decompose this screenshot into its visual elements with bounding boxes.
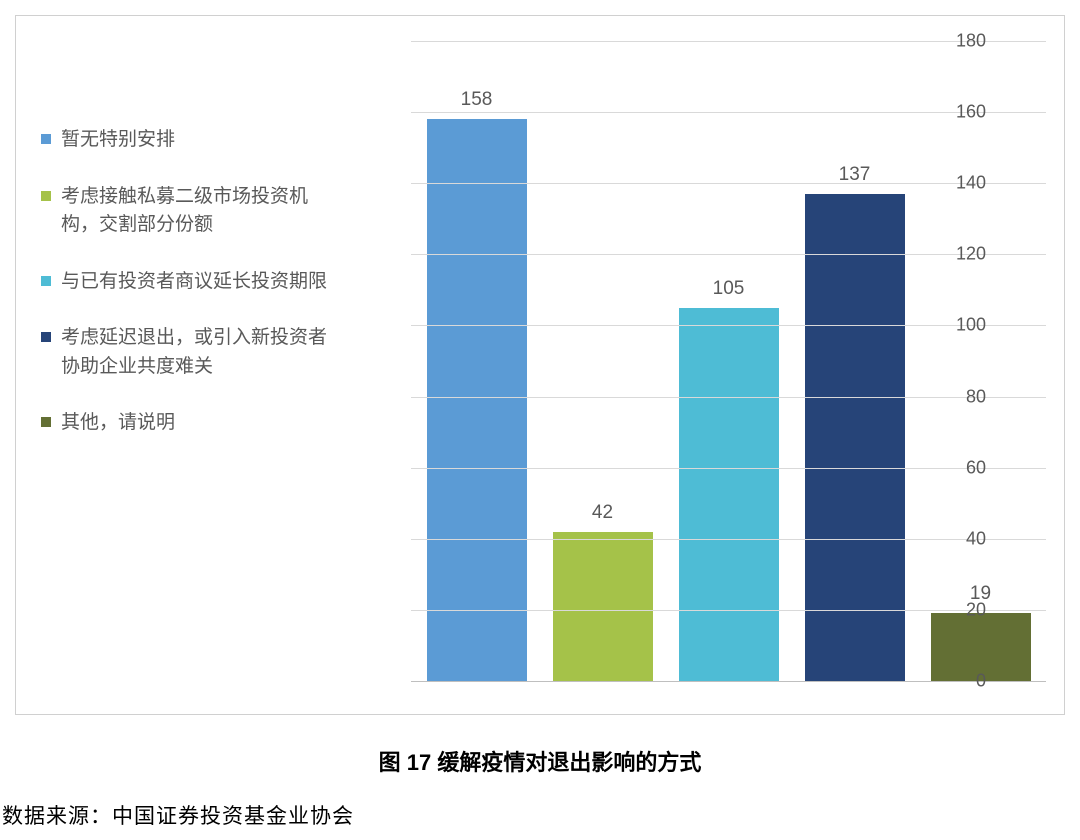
legend: 暂无特别安排考虑接触私募二级市场投资机构，交割部分份额与已有投资者商议延长投资期… <box>41 126 341 466</box>
legend-label: 考虑延迟退出，或引入新投资者协助企业共度难关 <box>61 324 341 381</box>
bar-rect <box>805 194 905 681</box>
plot-area: 1584210513719 020406080100120140160180 <box>411 41 1046 681</box>
bar-rect <box>427 119 527 681</box>
y-tick-label: 20 <box>936 599 986 620</box>
y-tick-label: 180 <box>936 31 986 52</box>
legend-item: 与已有投资者商议延长投资期限 <box>41 268 341 297</box>
legend-label: 与已有投资者商议延长投资期限 <box>61 268 341 297</box>
chart-container: 暂无特别安排考虑接触私募二级市场投资机构，交割部分份额与已有投资者商议延长投资期… <box>15 15 1065 715</box>
y-tick-label: 0 <box>936 671 986 692</box>
y-tick-label: 80 <box>936 386 986 407</box>
bar: 158 <box>427 119 527 681</box>
legend-item: 其他，请说明 <box>41 409 341 438</box>
legend-item: 考虑延迟退出，或引入新投资者协助企业共度难关 <box>41 324 341 381</box>
figure-caption: 图 17 缓解疫情对退出影响的方式 <box>0 745 1080 777</box>
bar-value-label: 137 <box>805 164 905 194</box>
legend-label: 暂无特别安排 <box>61 126 341 155</box>
bar: 137 <box>805 194 905 681</box>
data-source: 数据来源：中国证券投资基金业协会 <box>2 800 354 830</box>
legend-item: 暂无特别安排 <box>41 126 341 155</box>
bar-rect <box>679 308 779 681</box>
y-tick-label: 40 <box>936 528 986 549</box>
legend-item: 考虑接触私募二级市场投资机构，交割部分份额 <box>41 183 341 240</box>
legend-label: 考虑接触私募二级市场投资机构，交割部分份额 <box>61 183 341 240</box>
legend-label: 其他，请说明 <box>61 409 341 438</box>
y-tick-label: 60 <box>936 457 986 478</box>
bar-value-label: 158 <box>427 89 527 119</box>
legend-marker-icon <box>41 134 51 144</box>
bars-region: 1584210513719 <box>411 41 1046 681</box>
y-tick-label: 120 <box>936 244 986 265</box>
legend-marker-icon <box>41 332 51 342</box>
bar-value-label: 105 <box>679 278 779 308</box>
y-tick-label: 140 <box>936 173 986 194</box>
bar-value-label: 42 <box>553 502 653 532</box>
bar: 105 <box>679 308 779 681</box>
legend-marker-icon <box>41 276 51 286</box>
y-tick-label: 100 <box>936 315 986 336</box>
y-tick-label: 160 <box>936 102 986 123</box>
legend-marker-icon <box>41 191 51 201</box>
bar: 42 <box>553 532 653 681</box>
bar-rect <box>553 532 653 681</box>
legend-marker-icon <box>41 417 51 427</box>
